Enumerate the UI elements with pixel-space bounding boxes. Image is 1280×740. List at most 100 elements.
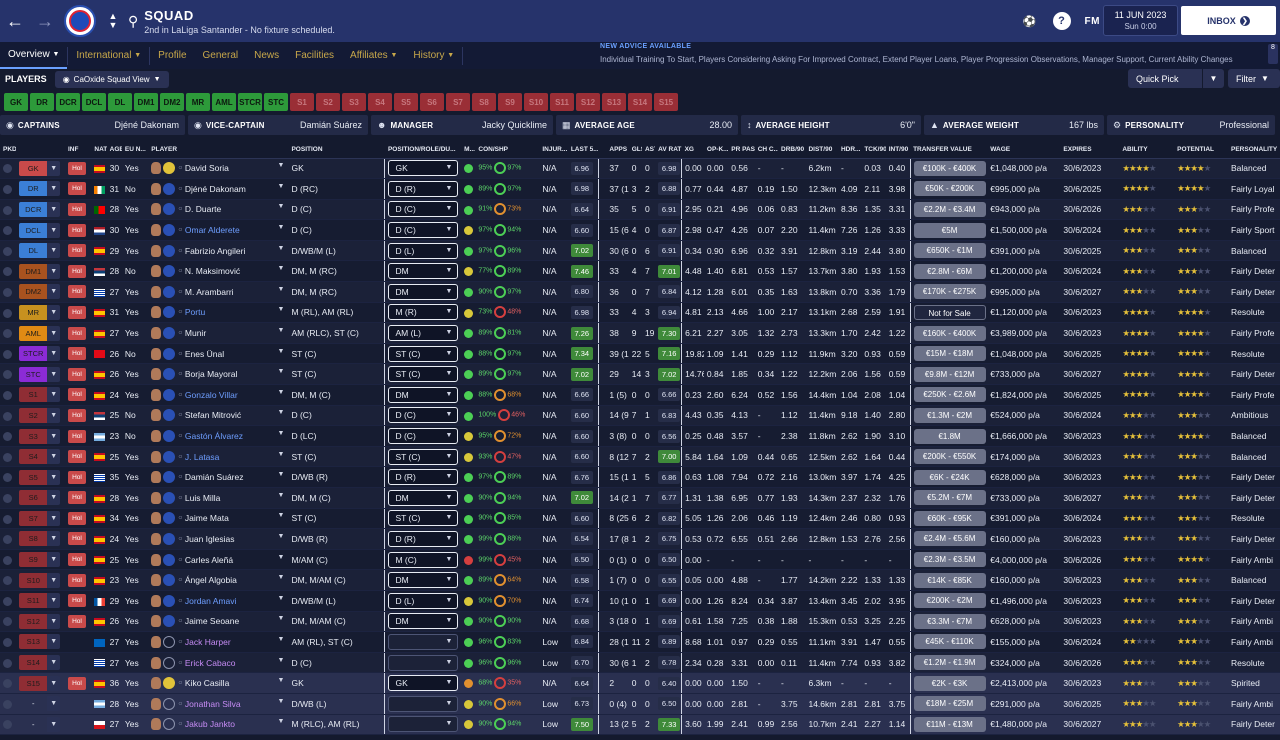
selection-position[interactable]: S11 xyxy=(19,593,48,609)
selection-cell[interactable]: DCR ▼ xyxy=(16,199,65,221)
column-header[interactable]: POSITION xyxy=(288,141,385,159)
role-dropdown[interactable]: DM ▼ xyxy=(388,489,459,506)
player-name[interactable]: Erick Cabaco xyxy=(184,657,236,668)
pkd-cell[interactable] xyxy=(0,199,17,221)
club-switch-arrows[interactable]: ▲ ▼ xyxy=(104,12,122,30)
tab-profile[interactable]: Profile xyxy=(150,42,194,69)
trophy-icon[interactable]: ⚽ xyxy=(1022,15,1037,28)
selection-cell[interactable]: MR ▼ xyxy=(16,302,65,324)
role-cell[interactable]: ST (C) ▼ xyxy=(384,446,462,468)
chevron-down-icon[interactable]: ▼ xyxy=(47,696,61,712)
tab-history[interactable]: History ▼ xyxy=(405,42,462,69)
role-cell[interactable]: ▼ xyxy=(384,714,462,736)
inbox-button[interactable]: INBOX ❯ xyxy=(1181,6,1276,35)
date-box[interactable]: 11 JUN 2023 Sun 0:00 xyxy=(1103,5,1178,36)
column-header[interactable]: TCK/90 xyxy=(861,141,886,159)
selection-dot-icon[interactable] xyxy=(3,246,12,256)
role-dropdown[interactable]: DM ▼ xyxy=(388,386,459,403)
table-row[interactable]: DR ▼ Hol 31 No ○ Djéné Dakonam ▼ D (RC) D (R) ▼ 89… xyxy=(0,178,1280,200)
player-cell[interactable]: ○ Carles Aleñá ▼ xyxy=(148,549,289,571)
chevron-down-icon[interactable]: ▼ xyxy=(47,572,61,588)
role-cell[interactable]: AM (L) ▼ xyxy=(384,322,462,344)
filter-button[interactable]: Filter ▼ xyxy=(1228,69,1280,88)
role-dropdown[interactable]: D (R) ▼ xyxy=(388,530,459,547)
table-row[interactable]: DCL ▼ Hol 30 Yes ○ Omar Alderete ▼ D (C) D (C) ▼ 9… xyxy=(0,219,1280,241)
player-cell[interactable]: ○ Portu ▼ xyxy=(148,302,289,324)
player-name[interactable]: N. Maksimović xyxy=(184,266,241,277)
pkd-cell[interactable] xyxy=(0,363,17,386)
position-filter-s12[interactable]: S12 xyxy=(576,93,600,111)
role-dropdown[interactable]: D (L) ▼ xyxy=(388,242,459,259)
captains-cell[interactable]: ◉ CAPTAINS Djéné Dakonam xyxy=(0,115,185,135)
chevron-down-icon[interactable]: ▼ xyxy=(47,325,61,341)
position-filter-s15[interactable]: S15 xyxy=(654,93,678,111)
chevron-down-icon[interactable]: ▼ xyxy=(277,285,285,293)
selection-cell[interactable]: DM1 ▼ xyxy=(16,260,65,283)
position-filter-s7[interactable]: S7 xyxy=(446,93,470,111)
club-crest-icon[interactable] xyxy=(64,5,96,37)
player-cell[interactable]: ○ Juan Iglesias ▼ xyxy=(148,528,289,550)
role-dropdown[interactable]: ST (C) ▼ xyxy=(388,345,459,362)
player-cell[interactable]: ○ Jonathan Silva ▼ xyxy=(148,693,289,715)
selection-dot-icon[interactable] xyxy=(3,596,12,606)
player-name[interactable]: Ángel Algobia xyxy=(184,575,237,586)
role-cell[interactable]: D (R) ▼ xyxy=(384,466,462,488)
player-name[interactable]: Gastón Álvarez xyxy=(184,431,244,442)
selection-cell[interactable]: - ▼ xyxy=(16,693,65,715)
column-header[interactable]: HDR... xyxy=(837,141,862,159)
chevron-down-icon[interactable]: ▼ xyxy=(277,677,285,685)
role-cell[interactable]: D (L) ▼ xyxy=(384,590,462,612)
selection-cell[interactable]: S8 ▼ xyxy=(16,528,65,550)
player-name[interactable]: Jonathan Silva xyxy=(184,698,241,709)
column-header[interactable]: TRANSFER VALUE xyxy=(910,141,988,159)
role-cell[interactable]: DM ▼ xyxy=(384,260,462,283)
role-dropdown[interactable]: M (C) ▼ xyxy=(388,551,459,568)
pkd-cell[interactable] xyxy=(0,446,17,468)
player-name[interactable]: Jaime Mata xyxy=(184,513,229,524)
chevron-down-icon[interactable]: ▼ xyxy=(277,162,285,170)
pkd-cell[interactable] xyxy=(0,158,17,180)
column-header[interactable]: PERSONALITY xyxy=(1228,141,1280,159)
role-cell[interactable]: ▼ xyxy=(384,652,462,674)
column-header[interactable]: WAGE xyxy=(987,141,1061,159)
player-cell[interactable]: ○ N. Maksimović ▼ xyxy=(148,260,289,283)
pkd-cell[interactable] xyxy=(0,652,17,674)
search-icon[interactable]: ⚲ xyxy=(128,12,139,29)
manager-cell[interactable]: ☻ MANAGER Jacky Quicklime xyxy=(371,115,553,135)
role-dropdown[interactable]: AM (L) ▼ xyxy=(388,325,459,342)
player-cell[interactable]: ○ Erick Cabaco ▼ xyxy=(148,652,289,674)
chevron-down-icon[interactable]: ▼ xyxy=(47,531,61,547)
pkd-cell[interactable] xyxy=(0,487,17,509)
role-dropdown[interactable]: DM ▼ xyxy=(388,613,459,630)
pkd-cell[interactable] xyxy=(0,569,17,591)
pkd-cell[interactable] xyxy=(0,549,17,571)
role-cell[interactable]: DM ▼ xyxy=(384,281,462,303)
table-row[interactable]: S11 ▼ Hol 29 Yes ○ Jordan Amavi ▼ D/WB/M (L) D (… xyxy=(0,590,1280,612)
role-dropdown[interactable]: ▼ xyxy=(388,633,459,650)
chevron-down-icon[interactable]: ▼ xyxy=(47,387,61,403)
chevron-down-icon[interactable]: ▼ xyxy=(47,160,61,176)
player-name[interactable]: M. Arambarri xyxy=(184,286,234,297)
selection-dot-icon[interactable] xyxy=(3,370,12,380)
table-row[interactable]: S9 ▼ Hol 25 Yes ○ Carles Aleñá ▼ M/AM (C) M (C) ▼… xyxy=(0,549,1280,571)
position-filter-s10[interactable]: S10 xyxy=(524,93,548,111)
selection-dot-icon[interactable] xyxy=(3,679,12,689)
role-dropdown[interactable]: ▼ xyxy=(388,695,459,712)
chevron-down-icon[interactable]: ▼ xyxy=(277,615,285,623)
selection-dot-icon[interactable] xyxy=(3,699,12,709)
chevron-down-icon[interactable]: ▼ xyxy=(277,574,285,582)
pkd-cell[interactable] xyxy=(0,302,17,324)
table-row[interactable]: S5 ▼ Hol 35 Yes ○ Damián Suárez ▼ D/WB (R) D (R)… xyxy=(0,466,1280,488)
selection-position[interactable]: DCL xyxy=(19,222,48,238)
selection-position[interactable]: S3 xyxy=(19,428,48,444)
selection-position[interactable]: S12 xyxy=(19,613,48,629)
column-header[interactable]: GLS xyxy=(628,141,642,159)
selection-dot-icon[interactable] xyxy=(3,164,12,174)
chevron-down-icon[interactable]: ▼ xyxy=(47,428,61,444)
selection-cell[interactable]: S6 ▼ xyxy=(16,487,65,509)
role-dropdown[interactable]: DM ▼ xyxy=(388,283,459,300)
role-cell[interactable]: ST (C) ▼ xyxy=(384,363,462,386)
role-cell[interactable]: DM ▼ xyxy=(384,487,462,509)
position-filter-gk[interactable]: GK xyxy=(4,93,28,111)
player-cell[interactable]: ○ Ángel Algobia ▼ xyxy=(148,569,289,591)
